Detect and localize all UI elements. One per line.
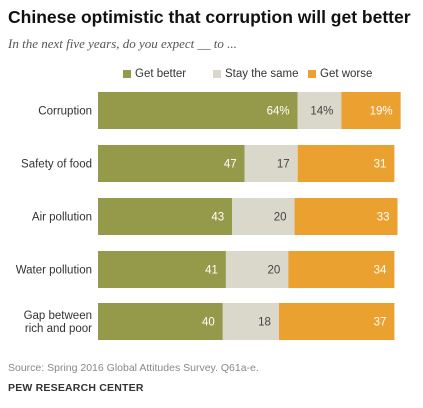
data-label-stay-the-same-gap-between-rich-and-poor: 18 <box>258 317 271 329</box>
data-label-get-better-gap-between-rich-and-poor: 40 <box>202 317 215 329</box>
data-label-stay-the-same-corruption: 14% <box>310 106 333 118</box>
bar-stay-the-same-water-pollution <box>225 251 289 288</box>
data-label-get-better-water-pollution: 41 <box>205 265 218 277</box>
legend-item-get-better: Get better <box>123 68 186 80</box>
data-label-get-worse-safety-of-food: 31 <box>374 159 387 171</box>
bar-get-better-safety-of-food <box>98 145 245 182</box>
data-label-get-better-corruption: 64% <box>267 106 290 118</box>
source-note: Source: Spring 2016 Global Attitudes Sur… <box>8 362 259 374</box>
data-label-get-worse-corruption: 19% <box>370 106 393 118</box>
legend-label-get-better: Get better <box>135 68 187 80</box>
bar-get-worse-safety-of-food <box>297 145 395 182</box>
legend-swatch-get-worse <box>308 70 316 78</box>
bar-get-worse-corruption <box>341 92 401 129</box>
legend-swatch-get-better <box>123 70 131 78</box>
legend-swatch-stay-the-same <box>213 70 221 78</box>
brand-logo-text: PEW RESEARCH CENTER <box>8 382 144 394</box>
bar-get-worse-gap-between-rich-and-poor <box>278 303 395 340</box>
data-label-stay-the-same-air-pollution: 20 <box>274 212 287 224</box>
data-label-stay-the-same-water-pollution: 20 <box>268 265 281 277</box>
data-label-get-worse-air-pollution: 33 <box>377 212 390 224</box>
bar-get-better-air-pollution <box>98 198 233 235</box>
data-label-get-better-air-pollution: 43 <box>211 212 224 224</box>
bar-get-better-corruption <box>98 92 298 129</box>
legend-item-get-worse: Get worse <box>308 68 372 80</box>
legend-label-get-worse: Get worse <box>320 68 373 80</box>
bar-get-better-water-pollution <box>98 251 226 288</box>
bar-get-worse-air-pollution <box>294 198 398 235</box>
chart-title: Chinese optimistic that corruption will … <box>8 7 411 27</box>
bar-stay-the-same-corruption <box>297 92 342 129</box>
data-label-get-worse-water-pollution: 34 <box>374 265 387 277</box>
category-label-corruption: Corruption <box>38 106 92 118</box>
bar-get-better-gap-between-rich-and-poor <box>98 303 223 340</box>
category-label-water-pollution: Water pollution <box>16 265 92 277</box>
category-label-gap-between-rich-and-poor: Gap between rich and poor <box>24 310 93 335</box>
data-label-get-better-safety-of-food: 47 <box>224 159 237 171</box>
bar-get-worse-water-pollution <box>288 251 395 288</box>
bar-stay-the-same-safety-of-food <box>244 145 298 182</box>
legend-label-stay-the-same: Stay the same <box>225 68 299 80</box>
category-label-air-pollution: Air pollution <box>32 212 92 224</box>
category-label-safety-of-food: Safety of food <box>21 159 92 171</box>
data-label-stay-the-same-safety-of-food: 17 <box>277 159 290 171</box>
data-label-get-worse-gap-between-rich-and-poor: 37 <box>374 317 387 329</box>
bar-stay-the-same-air-pollution <box>232 198 295 235</box>
legend-item-stay-the-same: Stay the same <box>213 68 299 80</box>
bar-stay-the-same-gap-between-rich-and-poor <box>222 303 279 340</box>
chart-subtitle: In the next five years, do you expect __… <box>8 36 237 51</box>
